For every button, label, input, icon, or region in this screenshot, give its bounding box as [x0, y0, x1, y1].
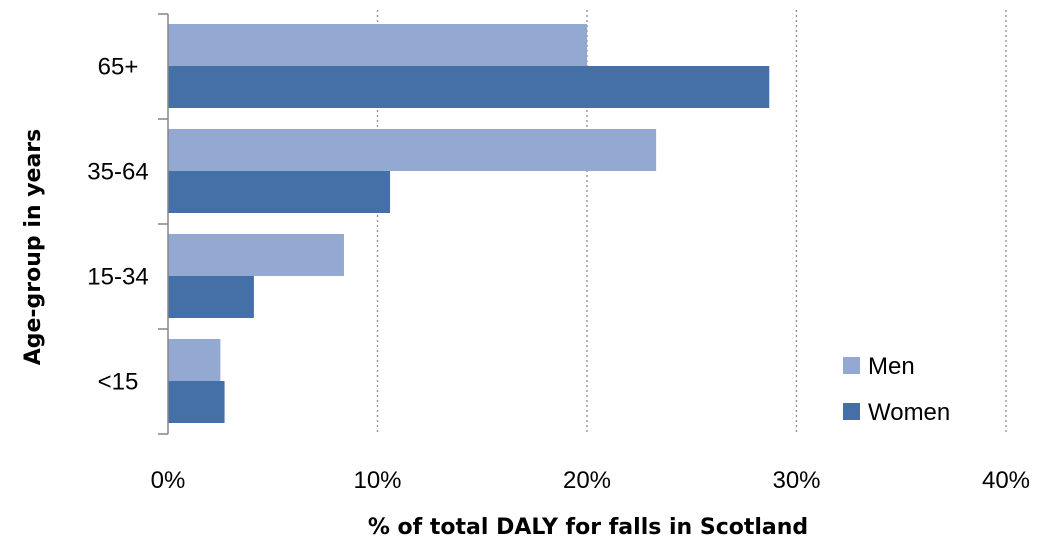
bar-men [168, 339, 221, 381]
x-tick-label: 0% [151, 467, 186, 494]
y-tick-label: 35-64 [87, 159, 148, 186]
legend: Men Women [843, 353, 950, 426]
tick-labels: 65+ 35-64 15-34 <15 0% 10% 20% 30% 40% [87, 54, 1030, 495]
bar-women [168, 276, 254, 318]
bar-women [168, 381, 225, 423]
x-tick-label: 30% [772, 467, 820, 494]
x-axis-title: % of total DALY for falls in Scotland [368, 515, 808, 540]
legend-swatch-women [843, 403, 860, 420]
x-tick-label: 40% [982, 467, 1030, 494]
bar-men [168, 234, 344, 276]
y-tick-label: 65+ [98, 54, 139, 81]
bar-women [168, 66, 770, 108]
x-tick-label: 20% [563, 467, 611, 494]
bar-women [168, 171, 391, 213]
bar-men [168, 129, 657, 171]
x-tick-label: 10% [353, 467, 401, 494]
legend-swatch-men [843, 357, 860, 374]
y-axis-title: Age-group in years [21, 129, 46, 366]
y-tick-label: 15-34 [87, 264, 148, 291]
legend-label-women: Women [868, 399, 950, 426]
bars [168, 24, 770, 423]
bar-men [168, 24, 587, 66]
axes [158, 13, 169, 435]
legend-label-men: Men [868, 353, 915, 380]
y-tick-label: <15 [98, 369, 139, 396]
